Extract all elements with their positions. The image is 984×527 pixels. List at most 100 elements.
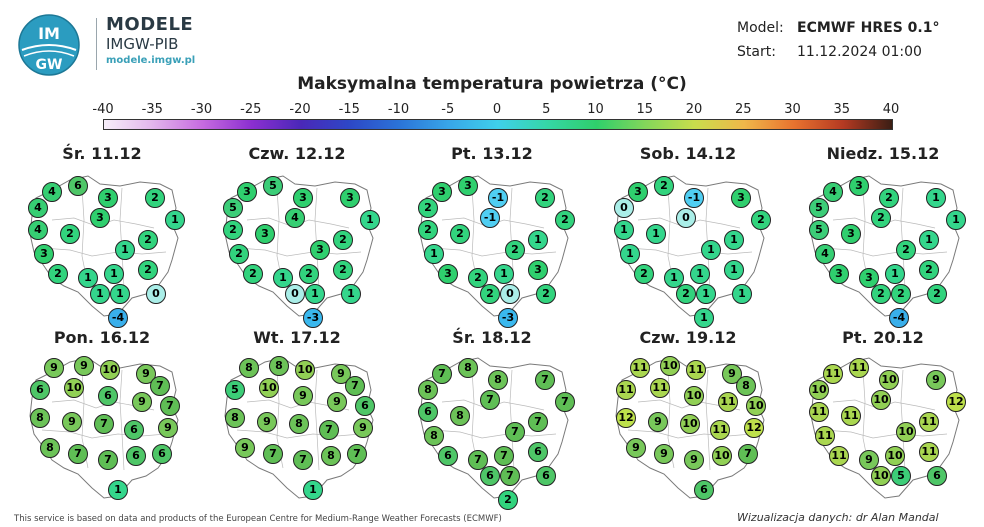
temperature-marker: 6 xyxy=(536,466,556,486)
temperature-marker: 7 xyxy=(432,364,452,384)
temperature-marker: 8 xyxy=(418,380,438,400)
start-value: 11.12.2024 01:00 xyxy=(797,44,922,60)
temperature-marker: 6 xyxy=(528,442,548,462)
temperature-marker: 2 xyxy=(468,268,488,288)
forecast-map: 3 2 0 -1 3 1 1 0 2 1 1 1 2 1 1 1 2 1 1 1 xyxy=(608,168,771,328)
temperature-marker: 4 xyxy=(42,182,62,202)
temperature-marker: 7 xyxy=(494,446,514,466)
temperature-marker: 1 xyxy=(108,480,128,500)
temperature-marker: 7 xyxy=(345,376,365,396)
imgw-logo: IM GW xyxy=(18,14,80,76)
temperature-marker: 1 xyxy=(78,268,98,288)
forecast-map: 4 3 5 2 1 5 3 2 1 4 2 1 3 3 1 2 2 2 2 -4 xyxy=(803,168,966,328)
temperature-marker: 7 xyxy=(535,370,555,390)
brand-url-link[interactable]: modele.imgw.pl xyxy=(106,55,196,66)
temperature-marker: 1 xyxy=(946,210,966,230)
temperature-marker: 10 xyxy=(809,380,829,400)
temperature-marker: 9 xyxy=(626,438,646,458)
temperature-marker: 6 xyxy=(68,176,88,196)
temperature-marker: 1 xyxy=(90,284,110,304)
temperature-marker: 9 xyxy=(44,358,64,378)
colorbar-tick-label: -30 xyxy=(190,102,213,117)
temperature-marker: -1 xyxy=(480,208,500,228)
temperature-marker: 4 xyxy=(28,198,48,218)
temperature-marker: 3 xyxy=(310,240,330,260)
temperature-marker: 2 xyxy=(243,264,263,284)
temperature-marker: 12 xyxy=(946,392,966,412)
colorbar-tick-label: -40 xyxy=(92,102,114,117)
temperature-marker: -3 xyxy=(498,308,518,328)
temperature-marker: 1 xyxy=(885,264,905,284)
temperature-marker: 3 xyxy=(340,188,360,208)
temperature-marker: 1 xyxy=(732,284,752,304)
temperature-marker: 9 xyxy=(684,450,704,470)
forecast-map: 4 6 4 3 2 4 2 3 1 3 1 2 2 1 1 2 1 1 0 -4 xyxy=(22,168,185,328)
panel-title: Śr. 18.12 xyxy=(452,328,532,347)
temperature-marker: 7 xyxy=(150,376,170,396)
temperature-marker: 3 xyxy=(90,208,110,228)
temperature-marker: 7 xyxy=(68,444,88,464)
temperature-marker: 1 xyxy=(424,244,444,264)
temperature-marker: 6 xyxy=(418,402,438,422)
temperature-marker: -3 xyxy=(303,308,323,328)
temperature-marker: 0 xyxy=(500,284,520,304)
temperature-marker: 2 xyxy=(229,244,249,264)
temperature-marker: 9 xyxy=(859,450,879,470)
temperature-marker: 9 xyxy=(654,444,674,464)
temperature-marker: 10 xyxy=(871,390,891,410)
temperature-marker: 7 xyxy=(347,444,367,464)
temperature-marker: 1 xyxy=(303,480,323,500)
temperature-marker: 5 xyxy=(809,198,829,218)
temperature-marker: 7 xyxy=(505,422,525,442)
temperature-marker: 1 xyxy=(528,230,548,250)
temperature-marker: 1 xyxy=(664,268,684,288)
colorbar-tick-label: 40 xyxy=(882,102,900,117)
temperature-marker: 10 xyxy=(295,360,315,380)
temperature-marker: 8 xyxy=(736,376,756,396)
temperature-marker: 11 xyxy=(710,420,730,440)
start-label: Start: xyxy=(737,44,776,60)
temperature-marker: 2 xyxy=(654,176,674,196)
temperature-marker: 2 xyxy=(896,240,916,260)
temperature-marker: 2 xyxy=(418,198,438,218)
temperature-marker: 5 xyxy=(891,466,911,486)
temperature-marker: 3 xyxy=(237,182,257,202)
temperature-marker: 5 xyxy=(225,380,245,400)
temperature-marker: 8 xyxy=(424,426,444,446)
poland-outline-icon xyxy=(615,175,765,317)
colorbar-tick-label: 35 xyxy=(833,102,851,117)
temperature-marker: 3 xyxy=(34,244,54,264)
temperature-marker: 1 xyxy=(646,224,666,244)
colorbar-tick-label: -20 xyxy=(289,102,311,117)
temperature-marker: 1 xyxy=(926,188,946,208)
temperature-marker: 12 xyxy=(744,418,764,438)
panel-title: Pt. 20.12 xyxy=(842,328,924,347)
temperature-marker: 2 xyxy=(871,284,891,304)
temperature-marker: 2 xyxy=(927,284,947,304)
temperature-marker: 2 xyxy=(299,264,319,284)
colorbar-tick-label: -25 xyxy=(240,102,262,117)
temperature-marker: 8 xyxy=(289,414,309,434)
temperature-marker: 7 xyxy=(263,444,283,464)
temperature-marker: 7 xyxy=(160,396,180,416)
footer-attribution: This service is based on data and produc… xyxy=(14,514,502,524)
temperature-marker: -1 xyxy=(684,188,704,208)
temperature-marker: 3 xyxy=(528,260,548,280)
temperature-marker: 9 xyxy=(353,418,373,438)
footer-credit: Wizualizacja danych: dr Alan Mandal xyxy=(737,511,939,524)
temperature-marker: 2 xyxy=(333,230,353,250)
temperature-marker: 6 xyxy=(30,380,50,400)
temperature-marker: 2 xyxy=(498,490,518,510)
temperature-marker: 3 xyxy=(98,188,118,208)
temperature-marker: 2 xyxy=(919,260,939,280)
colorbar-tick-label: 20 xyxy=(685,102,703,117)
temperature-marker: 4 xyxy=(28,220,48,240)
temperature-marker: -4 xyxy=(889,308,909,328)
temperature-marker: 2 xyxy=(634,264,654,284)
temperature-marker: 8 xyxy=(321,446,341,466)
temperature-marker: 3 xyxy=(293,188,313,208)
temperature-marker: 2 xyxy=(555,210,575,230)
temperature-marker: 1 xyxy=(919,230,939,250)
temperature-marker: 2 xyxy=(138,230,158,250)
temperature-marker: 8 xyxy=(458,358,478,378)
